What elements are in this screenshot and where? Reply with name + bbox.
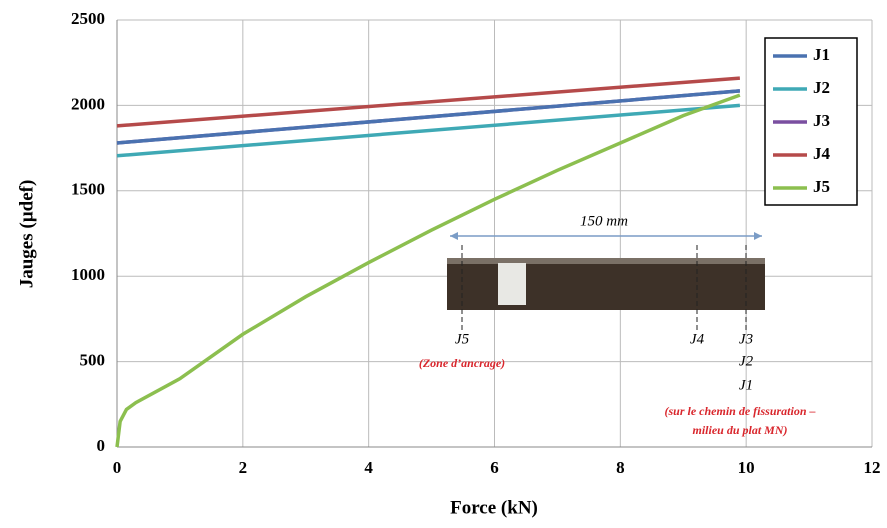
- plot-area: [115, 76, 741, 448]
- x-tick-label: 12: [864, 458, 881, 477]
- annotation: J2: [739, 353, 754, 369]
- y-tick-label: 500: [80, 351, 106, 370]
- specimen-edge: [447, 258, 765, 264]
- y-tick-label: 1000: [71, 265, 105, 284]
- y-tick-label: 2000: [71, 94, 105, 113]
- series-line: [116, 89, 741, 145]
- photo-inset: [447, 232, 765, 332]
- series-line: [116, 103, 741, 158]
- annotation: 150 mm: [580, 213, 628, 229]
- x-tick-label: 2: [239, 458, 248, 477]
- grid: 0 500 1000 1500 2000 2500 0 2 4 6 8 10 12: [71, 9, 881, 477]
- legend-label: J2: [813, 78, 830, 97]
- legend: J1 J2 J3 J4 J5: [764, 37, 858, 206]
- legend-label: J3: [813, 111, 830, 130]
- annotation: J3: [739, 331, 753, 347]
- x-tick-label: 8: [616, 458, 625, 477]
- y-tick-label: 2500: [71, 9, 105, 28]
- annotation: milieu du plat MN): [692, 423, 787, 437]
- series-line: [116, 76, 741, 128]
- legend-label: J1: [813, 45, 830, 64]
- x-tick-label: 4: [364, 458, 373, 477]
- y-axis-title: Jauges (µdef): [16, 180, 37, 289]
- legend-label: J5: [813, 177, 830, 196]
- specimen: [447, 258, 765, 310]
- x-axis-title: Force (kN): [450, 497, 538, 518]
- annotation: (sur le chemin de fissuration –: [664, 404, 815, 418]
- x-tick-label: 10: [738, 458, 755, 477]
- annotation: J1: [739, 377, 753, 393]
- y-tick-label: 1500: [71, 180, 105, 199]
- annotation: J4: [690, 331, 705, 347]
- series-line: [115, 93, 741, 448]
- y-tick-label: 0: [97, 436, 106, 455]
- annotation: (Zone d’ancrage): [419, 356, 505, 370]
- x-tick-label: 0: [113, 458, 122, 477]
- anchor-patch: [498, 263, 526, 305]
- annotation: J5: [455, 331, 470, 347]
- legend-label: J4: [813, 144, 831, 163]
- annotations: 150 mm J5 (Zone d’ancrage) J4 J3 J2 J1 (sur le …: [419, 213, 816, 436]
- x-tick-label: 6: [490, 458, 499, 477]
